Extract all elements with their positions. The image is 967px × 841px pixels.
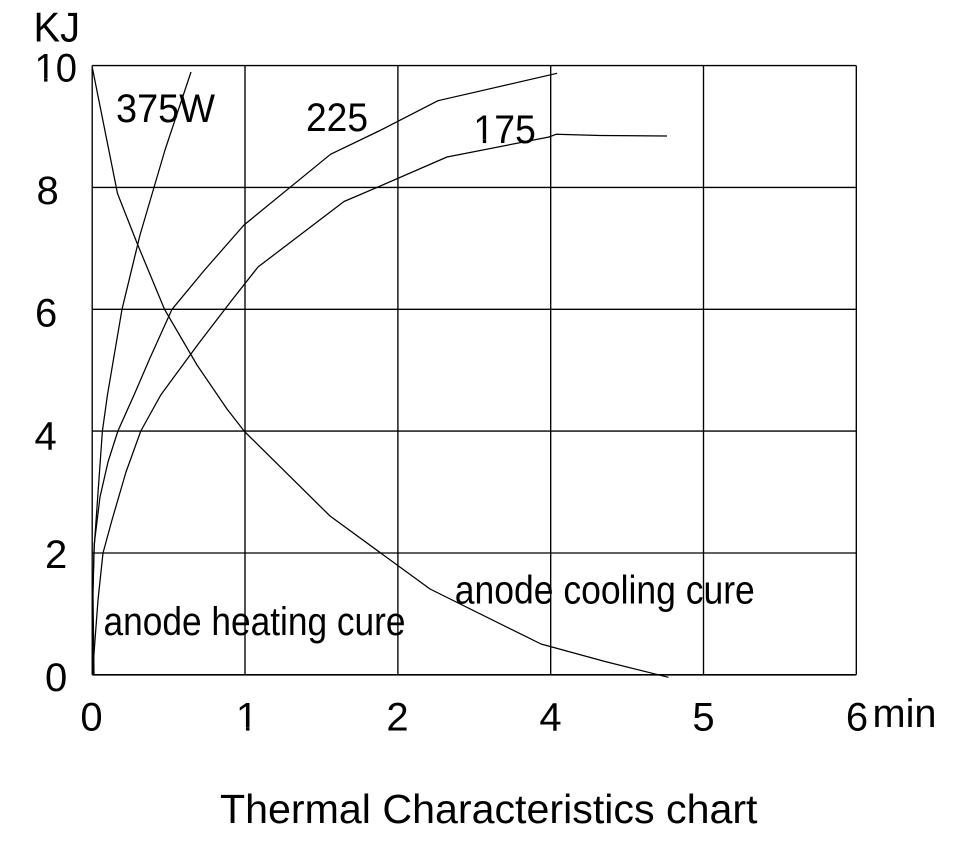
svg-text:KJ: KJ <box>34 4 81 51</box>
svg-text:5: 5 <box>692 696 714 740</box>
svg-text:1: 1 <box>236 696 258 740</box>
svg-text:anode cooling cure: anode cooling cure <box>455 569 755 613</box>
svg-text:0: 0 <box>45 656 67 700</box>
svg-text:min: min <box>873 692 937 736</box>
svg-text:10: 10 <box>35 47 78 91</box>
svg-text:Thermal Characteristics chart: Thermal Characteristics chart <box>220 786 758 832</box>
svg-text:8: 8 <box>37 169 59 213</box>
svg-text:4: 4 <box>35 415 57 459</box>
svg-text:175: 175 <box>473 108 536 152</box>
svg-text:375W: 375W <box>116 87 215 131</box>
svg-text:2: 2 <box>386 696 408 740</box>
svg-text:anode heating cure: anode heating cure <box>104 600 406 644</box>
svg-text:225: 225 <box>306 96 368 140</box>
svg-text:4: 4 <box>539 696 561 740</box>
svg-text:2: 2 <box>45 533 67 577</box>
svg-text:6: 6 <box>846 696 868 740</box>
svg-text:0: 0 <box>80 696 102 740</box>
svg-text:6: 6 <box>35 292 57 336</box>
